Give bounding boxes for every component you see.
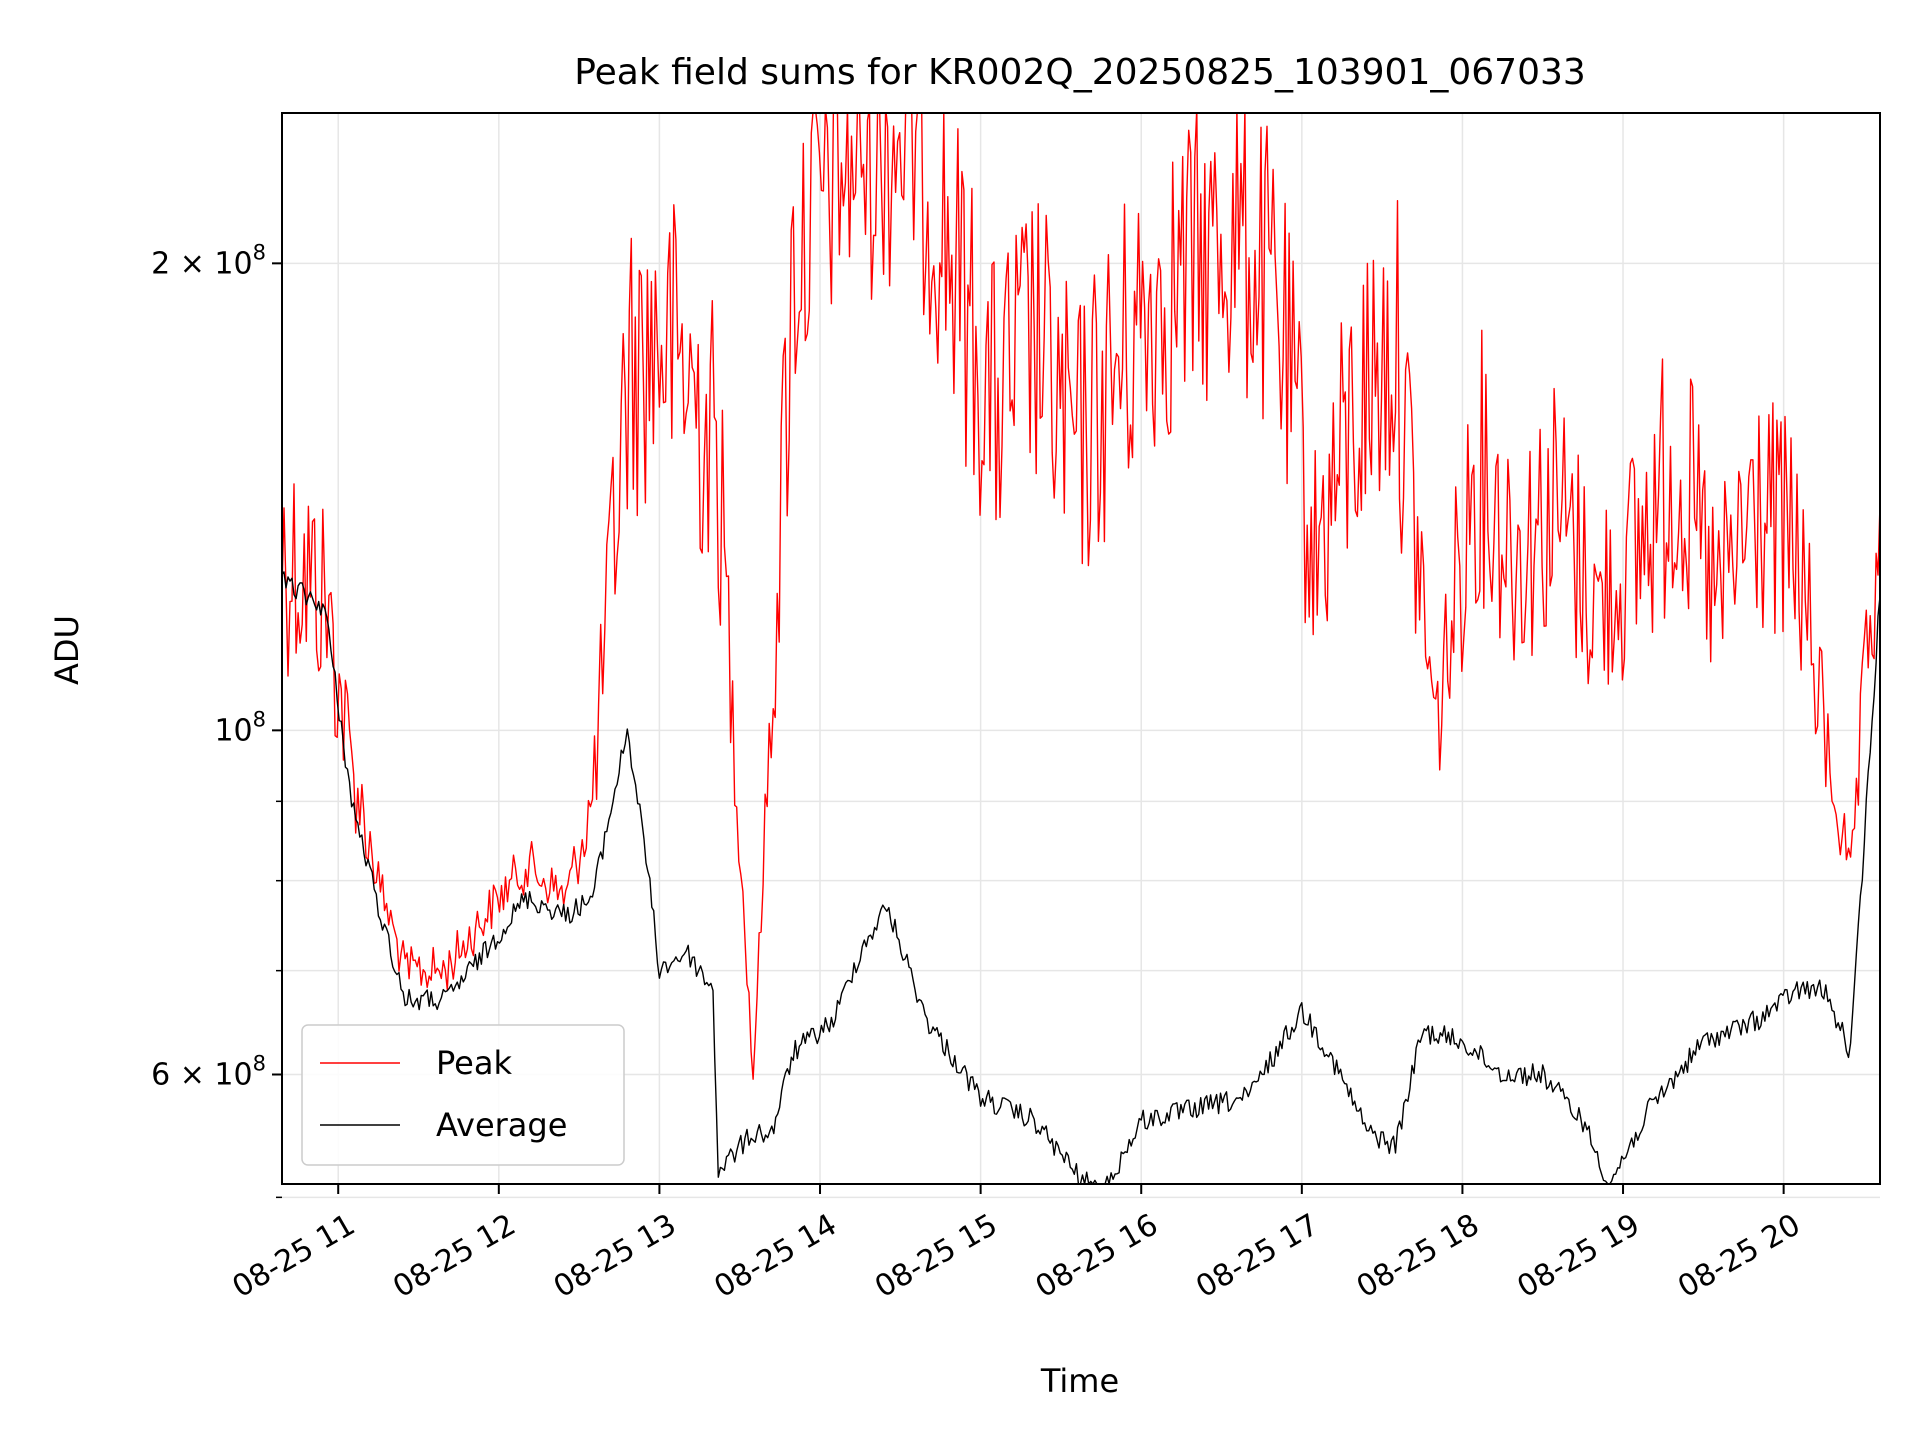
legend-box (301, 1024, 625, 1166)
y-tick-label: 2 × 108 (151, 240, 266, 281)
y-tick-label: 6 × 108 (151, 1052, 266, 1093)
legend: Peak Average (301, 1024, 625, 1166)
series-layer (282, 113, 1880, 1184)
chart-title: Peak field sums for KR002Q_20250825_1039… (574, 52, 1586, 93)
average-series-line (282, 571, 1880, 1184)
x-axis-label: Time (1040, 1362, 1119, 1400)
legend-label: Peak (436, 1044, 512, 1082)
peak-series-line (282, 113, 1880, 1080)
legend-label: Average (436, 1106, 567, 1144)
grid (282, 113, 1880, 1199)
y-tick-label: 108 (214, 707, 266, 748)
y-axis-label: ADU (48, 615, 86, 685)
plot-frame (281, 112, 1881, 1185)
